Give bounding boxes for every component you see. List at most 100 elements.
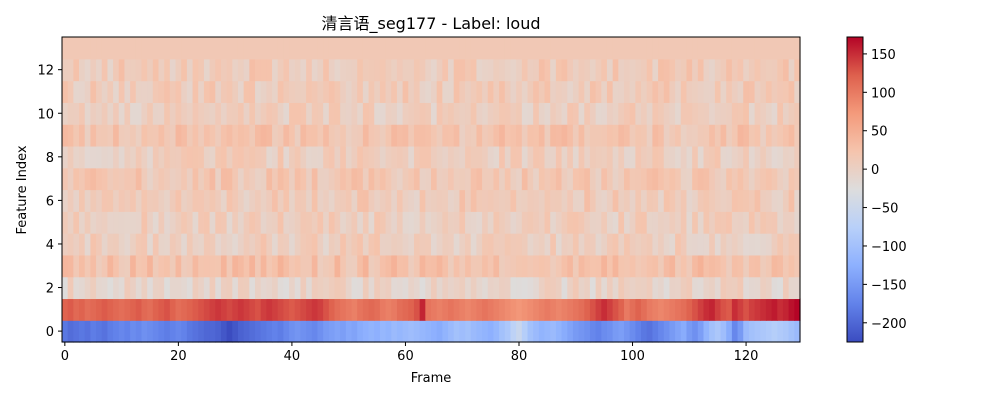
heatmap-cell [499,58,506,82]
heatmap-cell [283,276,290,300]
heatmap-cell [646,320,653,343]
heatmap-cell [555,124,563,147]
heatmap-cell [300,298,307,321]
heatmap-cell [765,320,773,343]
heatmap-cell [306,189,313,212]
heatmap-cell [482,254,489,278]
heatmap-cell [84,102,91,125]
heatmap-cell [391,58,398,82]
heatmap-cell [147,211,154,234]
heatmap-cell [527,80,534,103]
heatmap-cell [152,37,160,60]
heatmap-cell [124,189,131,212]
heatmap-cell [413,124,421,147]
heatmap-cell [362,102,370,125]
heatmap-cell [516,167,523,191]
heatmap-cell [686,320,693,343]
heatmap-cell [413,145,421,169]
heatmap-cell [402,276,409,300]
heatmap-cell [323,233,330,256]
heatmap-cell [425,211,432,234]
heatmap-cell [84,211,91,234]
heatmap-cell [368,276,375,300]
heatmap-cell [618,124,625,147]
heatmap-cell [589,167,597,191]
heatmap-cell [255,80,262,103]
heatmap-cell [765,102,773,125]
heatmap-cell [323,37,330,60]
heatmap-cell [249,320,256,343]
heatmap-cell [311,124,319,147]
heatmap-cell [442,102,449,125]
heatmap-cell [84,233,91,256]
heatmap-cell [226,145,233,169]
heatmap-cell [612,124,619,147]
heatmap-cell [595,320,602,343]
heatmap-cell [130,254,137,278]
heatmap-cell [720,167,727,191]
heatmap-cell [703,80,710,103]
heatmap-cell [601,320,608,343]
heatmap-cell [368,58,375,82]
heatmap-cell [680,276,688,300]
heatmap-cell [294,102,302,125]
heatmap-cell [499,124,506,147]
heatmap-cell [550,276,557,300]
heatmap-cell [658,276,665,300]
heatmap-cell [226,124,233,147]
heatmap-cell [510,320,517,343]
heatmap-cell [697,211,705,234]
heatmap-cell [311,58,319,82]
heatmap-cell [555,58,563,82]
heatmap-cell [226,211,233,234]
heatmap-cell [726,102,733,125]
heatmap-cell [198,167,205,191]
heatmap-cell [487,233,495,256]
heatmap-cell [561,145,568,169]
heatmap-cell [232,37,239,60]
heatmap-cell [782,58,790,82]
heatmap-cell [175,254,182,278]
heatmap-cell [340,102,347,125]
heatmap-cell [504,102,512,125]
heatmap-cell [101,320,109,343]
heatmap-cell [209,298,216,321]
heatmap-cell [618,189,625,212]
heatmap-cell [408,58,415,82]
heatmap-cell [181,233,188,256]
heatmap-cell [79,276,86,300]
heatmap-cell [141,124,148,147]
heatmap-cell [771,58,778,82]
heatmap-cell [561,58,568,82]
heatmap-cell [249,233,256,256]
heatmap-cell [448,58,455,82]
heatmap-cell [345,320,353,343]
heatmap-cell [249,276,256,300]
heatmap-cell [720,102,727,125]
heatmap-cell [589,276,597,300]
heatmap-cell [754,276,761,300]
heatmap-cell [612,211,619,234]
heatmap-cell [311,211,319,234]
heatmap-cell [311,189,319,212]
heatmap-cell [663,102,671,125]
heatmap-cell [379,211,387,234]
heatmap-cell [533,254,540,278]
heatmap-cell [408,124,415,147]
heatmap-cell [255,320,262,343]
heatmap-cell [771,124,778,147]
heatmap-cell [453,37,460,60]
colorbar-tick-label: −150 [871,278,907,293]
heatmap-cell [357,189,364,212]
heatmap-cell [527,276,534,300]
heatmap-cell [714,298,722,321]
heatmap-cell [391,189,398,212]
heatmap-cell [277,233,284,256]
heatmap-cell [641,145,648,169]
heatmap-cell [578,58,585,82]
heatmap-cell [737,124,744,147]
heatmap-cell [726,189,733,212]
heatmap-cell [220,102,228,125]
heatmap-cell [294,124,302,147]
